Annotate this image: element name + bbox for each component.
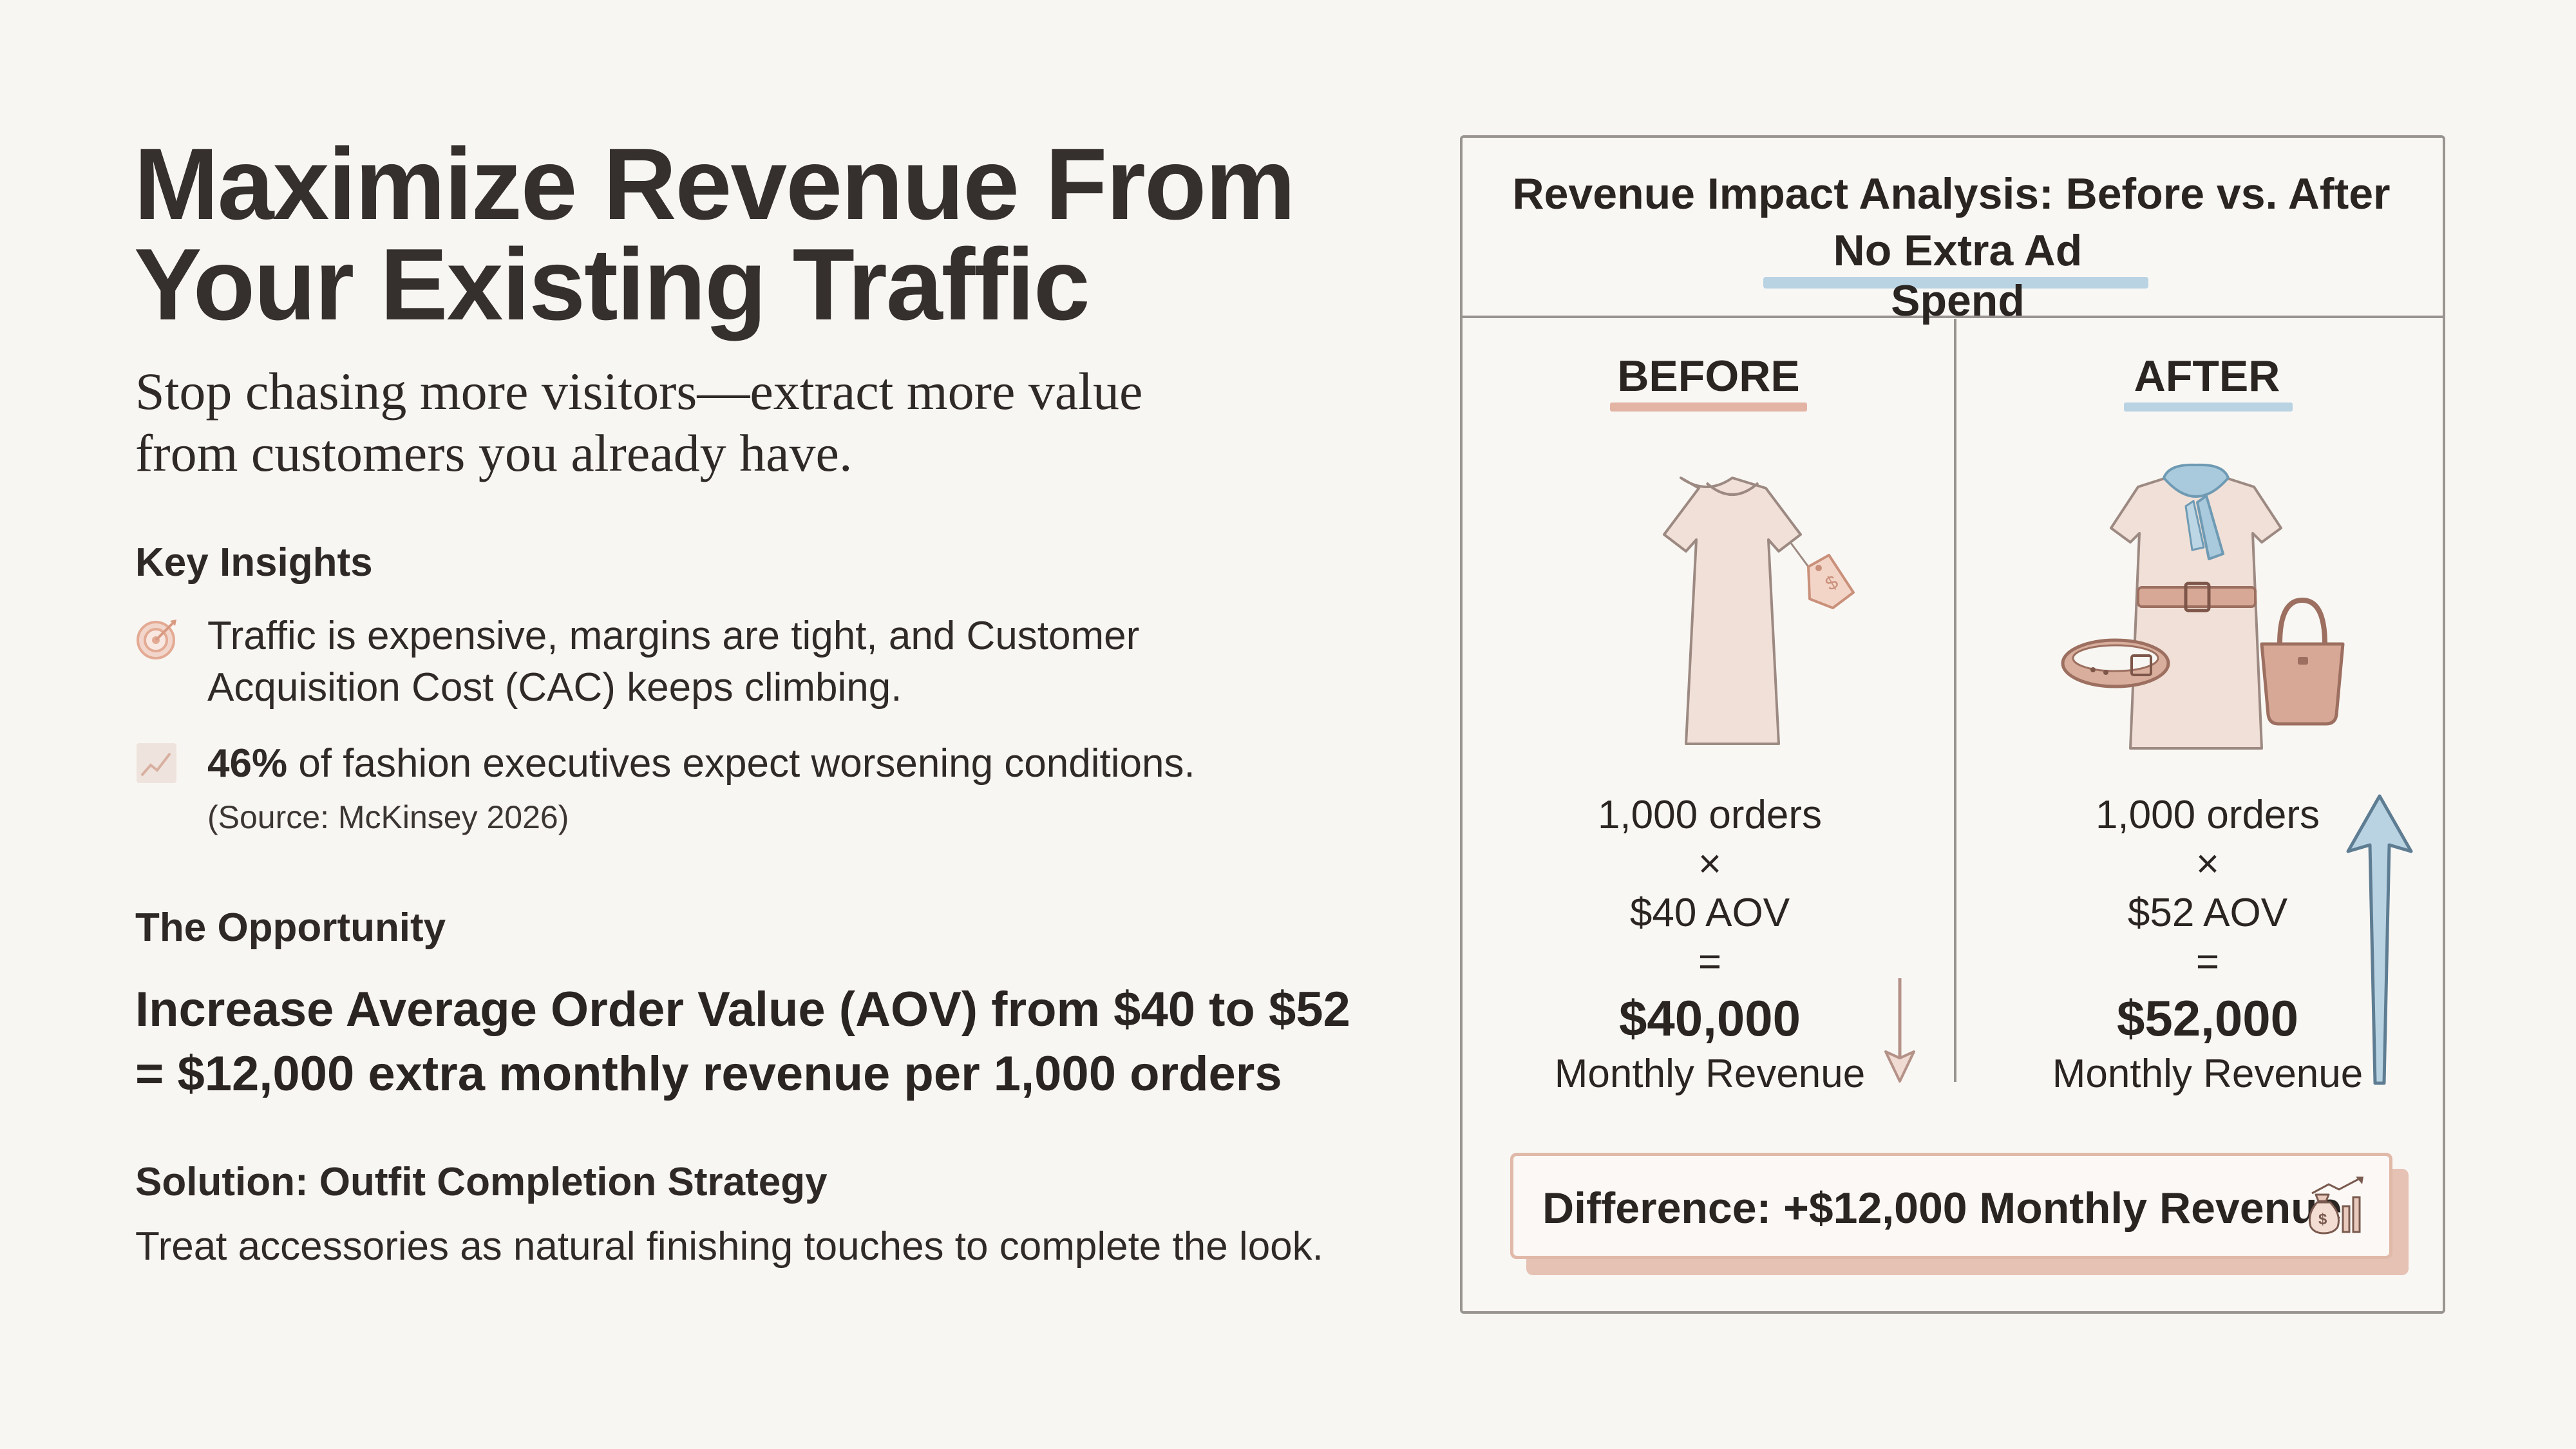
before-calculation: 1,000 orders × $40 AOV = $40,000 Monthly… — [1517, 791, 1903, 1099]
money-bag-growth-icon: $ — [2306, 1175, 2367, 1236]
insight-2-stat: 46% — [207, 741, 288, 786]
opportunity-line-2: = $12,000 extra monthly revenue per 1,00… — [135, 1046, 1282, 1101]
page-title: Maximize Revenue From Your Existing Traf… — [134, 128, 1358, 341]
before-revenue-label: Monthly Revenue — [1554, 1052, 1866, 1096]
dress-with-price-tag-icon: $ — [1604, 470, 1861, 753]
before-label-underline — [1610, 402, 1807, 412]
opportunity-line-1: Increase Average Order Value (AOV) from … — [135, 982, 1350, 1037]
panel-header-divider — [1463, 316, 2443, 318]
solution-heading: Solution: Outfit Completion Strategy — [135, 1160, 828, 1204]
title-line-1: Maximize Revenue From — [134, 128, 1296, 241]
after-orders: 1,000 orders — [2095, 793, 2320, 837]
page-subtitle: Stop chasing more visitors—extract more … — [135, 361, 1294, 484]
after-calculation: 1,000 orders × $52 AOV = $52,000 Monthly… — [2014, 791, 2401, 1099]
insight-1-line-1: Traffic is expensive, margins are tight,… — [207, 614, 1140, 658]
after-label-underline — [2124, 402, 2293, 412]
panel-subtitle: No Extra Ad Spend — [1833, 226, 2083, 325]
title-line-2: Your Existing Traffic — [134, 228, 1090, 341]
up-arrow-icon — [2344, 792, 2415, 1088]
subtitle-line-2: from customers you already have. — [135, 424, 853, 482]
opportunity-text: Increase Average Order Value (AOV) from … — [135, 978, 1359, 1106]
insight-2-source: (Source: McKinsey 2026) — [207, 799, 569, 835]
after-revenue: $52,000 — [2117, 990, 2298, 1046]
insight-2-rest: of fashion executives expect worsening c… — [287, 741, 1195, 786]
solution-text: Treat accessories as natural finishing t… — [135, 1224, 1323, 1269]
after-revenue-label: Monthly Revenue — [2052, 1052, 2363, 1096]
before-orders: 1,000 orders — [1597, 793, 1823, 837]
subtitle-line-1: Stop chasing more visitors—extract more … — [135, 362, 1143, 421]
insight-1-line-2: Acquisition Cost (CAC) keeps climbing. — [207, 665, 902, 710]
before-times: × — [1698, 842, 1722, 886]
after-aov: $52 AOV — [2127, 891, 2288, 935]
panel-title: Revenue Impact Analysis: Before vs. Afte… — [1512, 169, 2391, 218]
down-arrow-icon — [1880, 976, 1919, 1085]
opportunity-heading: The Opportunity — [135, 905, 446, 950]
key-insights-heading: Key Insights — [135, 540, 373, 585]
after-label: AFTER — [2134, 352, 2280, 401]
svg-text:$: $ — [2318, 1211, 2327, 1228]
dress-with-scarf-belt-handbag-icon — [2054, 451, 2351, 760]
panel-subtitle-highlight — [1763, 277, 2148, 289]
insight-2-text: 46% of fashion executives expect worseni… — [207, 738, 1302, 790]
difference-box — [1510, 1153, 2392, 1259]
panel-column-divider — [1954, 319, 1956, 1082]
target-icon — [135, 617, 179, 661]
before-label: BEFORE — [1617, 352, 1800, 401]
before-aov: $40 AOV — [1629, 891, 1790, 935]
difference-text: Difference: +$12,000 Monthly Revenue — [1542, 1184, 2342, 1233]
after-times: × — [2195, 842, 2220, 886]
after-equals: = — [2195, 940, 2220, 984]
before-equals: = — [1698, 940, 1722, 984]
trend-chart-icon — [135, 742, 178, 784]
insight-1-text: Traffic is expensive, margins are tight,… — [207, 611, 1238, 714]
before-revenue: $40,000 — [1619, 990, 1801, 1046]
